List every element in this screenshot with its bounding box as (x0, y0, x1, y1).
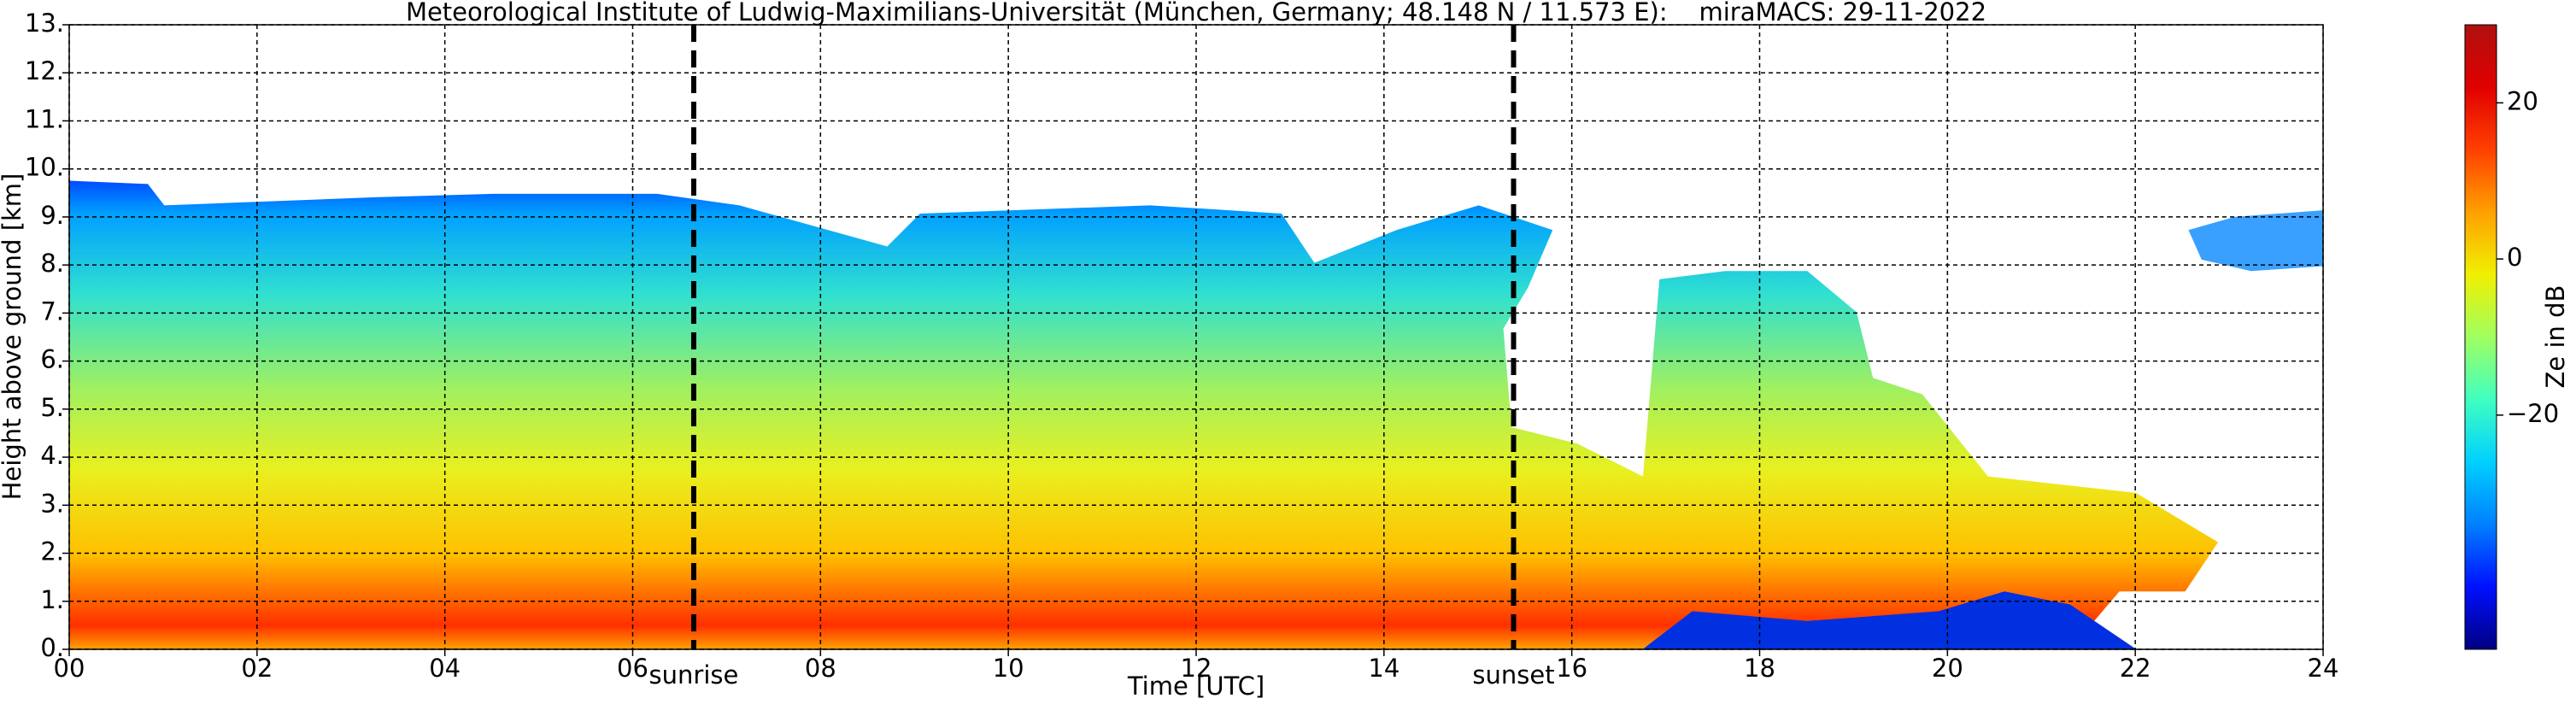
x-tick-label: 08 (805, 654, 836, 683)
x-axis-label: Time [UTC] (1127, 672, 1265, 701)
colorbar (2464, 24, 2497, 650)
colorbar-tick-label: 20 (2507, 86, 2538, 115)
y-tick-label: 6. (40, 345, 64, 374)
x-tick-label: 24 (2308, 654, 2339, 683)
x-tick-label: 22 (2120, 654, 2151, 683)
annotation-label: sunrise (649, 660, 739, 689)
colorbar-tick-label: −20 (2507, 399, 2559, 428)
y-tick-label: 13. (25, 9, 64, 38)
y-tick-label: 9. (40, 201, 64, 230)
radar-field (68, 180, 2324, 649)
y-tick-label: 7. (40, 296, 64, 326)
x-tick-label: 14 (1368, 654, 1399, 683)
y-tick-label: 2. (40, 537, 64, 566)
y-tick-label: 12. (25, 56, 64, 85)
y-tick-label: 5. (40, 393, 64, 422)
x-tick-label: 06 (617, 654, 648, 683)
x-tick-label: 20 (1932, 654, 1963, 683)
colorbar-tick-label: 0 (2507, 243, 2522, 272)
x-tick-label: 10 (993, 654, 1024, 683)
plot-frame (68, 24, 2324, 650)
y-tick-label: 11. (25, 104, 64, 133)
y-tick-label: 10. (25, 153, 64, 182)
x-tick-label: 00 (54, 654, 85, 683)
y-tick-label: 1. (40, 585, 64, 614)
x-tick-label: 18 (1744, 654, 1775, 683)
y-tick-label: 8. (40, 249, 64, 278)
y-tick-label: 0. (40, 633, 64, 662)
x-tick-label: 12 (1181, 654, 1212, 683)
x-tick-label: 02 (241, 654, 273, 683)
y-axis-label: Height above ground [km] (0, 173, 26, 501)
chart-title: Meteorological Institute of Ludwig-Maxim… (406, 0, 1986, 26)
y-tick-label: 4. (40, 441, 64, 470)
x-tick-label: 16 (1556, 654, 1587, 683)
x-tick-label: 04 (429, 654, 461, 683)
colorbar-label: Ze in dB (2541, 285, 2570, 389)
annotation-label: sunset (1472, 660, 1554, 689)
y-tick-label: 3. (40, 489, 64, 518)
